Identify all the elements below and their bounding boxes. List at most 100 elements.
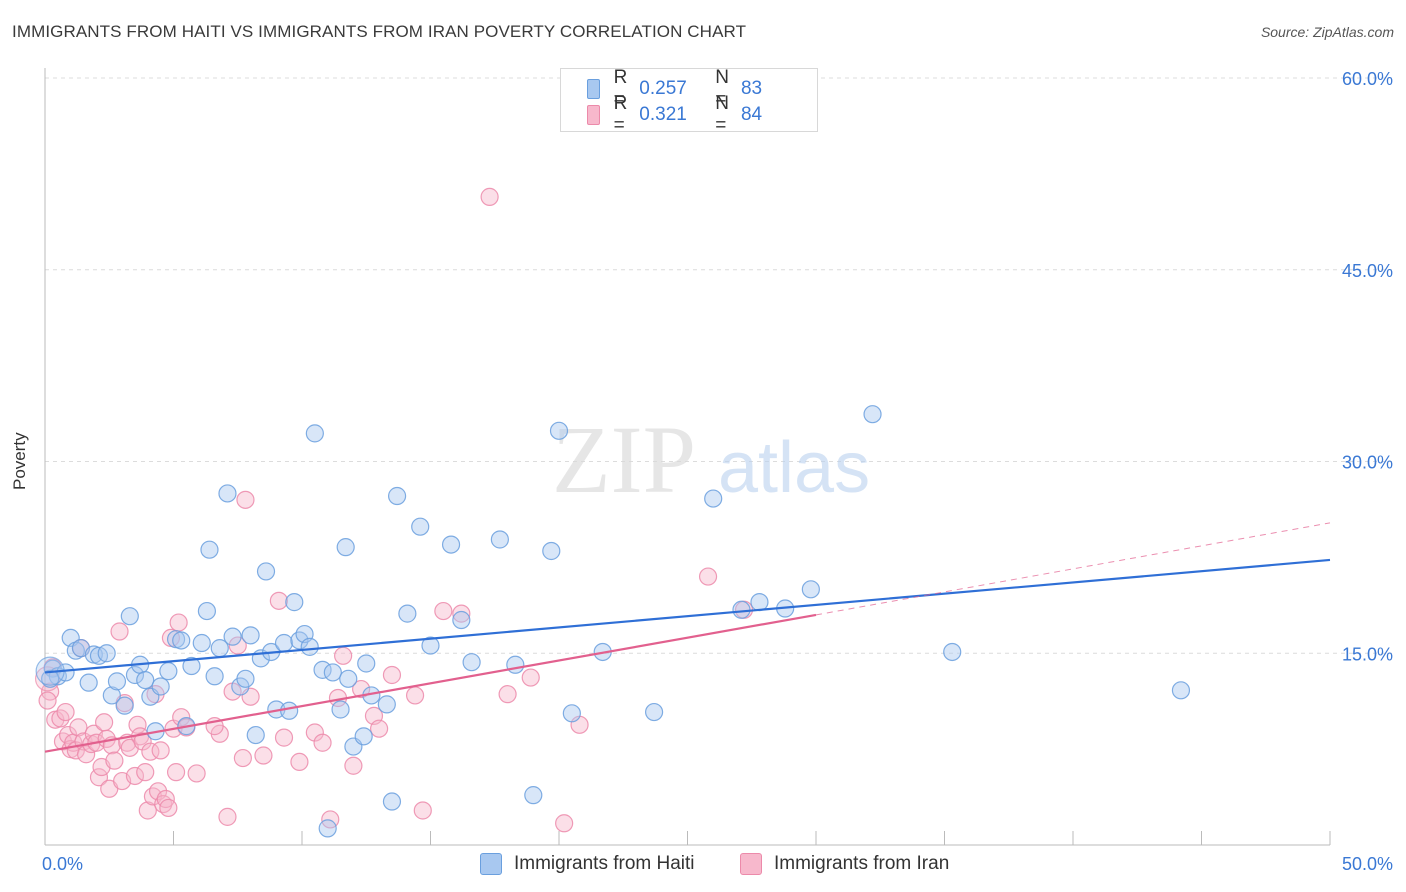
haiti-r-label: R = [613,67,628,110]
haiti-point [274,633,294,653]
haiti-point [336,538,355,557]
chart-source: Source: ZipAtlas.com [1260,24,1394,40]
haiti-legend-swatch [480,853,502,875]
iran-r-value: 0.321 [639,104,687,125]
haiti-point [223,627,242,646]
iran-trendline-extension [815,522,1331,616]
haiti-point [490,530,509,549]
iran-point [166,763,186,782]
iran-point [151,741,170,760]
iran-point [452,604,471,623]
haiti-point [542,541,561,561]
haiti-point [732,600,751,619]
haiti-point [323,663,342,682]
haiti-point [151,677,170,696]
iran-point [95,713,114,732]
iran-point [254,746,273,765]
haiti-point [452,610,471,630]
haiti-point [506,655,525,674]
haiti-point [1171,681,1191,700]
iran-point [290,752,309,772]
haiti-point [387,486,407,506]
iran-point [233,748,252,768]
iran-point [382,665,402,685]
watermark: ZIP atlas [552,406,870,513]
haiti-point [462,653,481,672]
haiti-point [197,601,217,621]
iran-point [370,719,389,738]
haiti-point [943,642,962,662]
iran-point [125,766,145,786]
haiti-point [377,695,396,714]
haiti-point [218,484,237,503]
y-tick-label: 60.0% [1342,69,1393,89]
haiti-point [354,727,373,746]
iran-point [698,567,718,586]
haiti-point [549,421,569,440]
series-legend-iran: Immigrants from Iran [740,852,949,876]
haiti-r-value: 0.257 [639,78,687,99]
haiti-point [421,636,440,655]
haiti-point [115,696,134,715]
haiti-point [285,593,304,612]
iran-point [313,733,332,752]
haiti-point [331,700,350,719]
iran-swatch [587,105,600,125]
haiti-point [205,667,224,686]
iran-point [56,702,75,722]
iran-point [128,715,147,734]
x-tick-label-min: 0.0% [42,854,83,874]
iran-point [344,756,363,775]
iran-point [498,685,517,704]
iran-point [305,723,324,742]
iran-point [480,187,499,206]
haiti-point [750,593,769,612]
x-tick-label-max: 50.0% [1342,854,1393,874]
chart-title: IMMIGRANTS FROM HAITI VS IMMIGRANTS FROM… [12,22,747,41]
haiti-point [136,670,155,690]
iran-point [172,708,191,727]
tick-labels: 15.0% 30.0% 45.0% 60.0% 0.0% 50.0% [42,69,1393,874]
legend-row-haiti: R = 0.257 N = 83 [587,67,817,110]
watermark-atlas: atlas [718,428,870,508]
iran-point [69,718,88,737]
iran-point [133,732,152,751]
haiti-point [524,786,543,805]
gridlines [45,77,1392,654]
haiti-point [441,535,461,554]
haiti-point [339,669,358,688]
haiti-point [801,580,820,599]
haiti-point [66,641,85,660]
iran-point [138,801,157,820]
haiti-point [305,424,324,443]
haiti-n-label: N = [715,67,730,110]
iran-point [169,613,188,632]
haiti-point [644,702,664,722]
haiti-point [398,604,417,623]
iran-n-value: 84 [740,104,763,125]
haiti-point [172,631,191,650]
haiti-point [280,701,299,720]
y-tick-label: 15.0% [1342,644,1393,664]
axes [44,68,1331,846]
haiti-point [562,704,581,723]
haiti-point [182,656,201,676]
series-legend-haiti: Immigrants from Haiti [480,852,695,876]
iran-point [334,646,353,665]
iran-point [38,691,57,710]
haiti-point [411,517,430,536]
iran-point [413,801,432,820]
iran-legend-swatch [740,853,762,875]
iran-point [521,668,540,687]
haiti-point [200,540,219,559]
haiti-point [382,792,402,811]
iran-point [218,807,237,826]
haiti-point [192,633,211,653]
haiti-point [107,672,127,691]
haiti-point [120,607,139,626]
haiti-trendline [44,558,1331,674]
iran-point [159,798,178,818]
haiti-point [79,673,98,692]
iran-point [77,745,96,764]
watermark-zip: ZIP [552,406,696,513]
